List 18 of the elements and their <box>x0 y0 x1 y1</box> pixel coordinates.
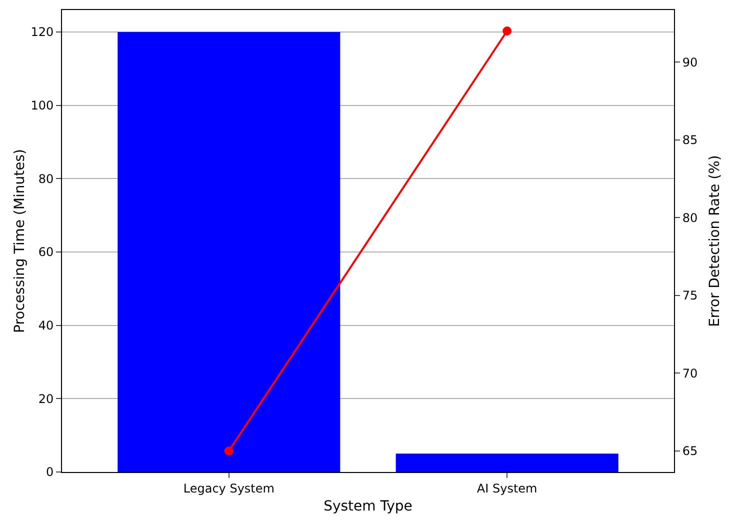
y2-tick-label: 90 <box>682 55 698 70</box>
y-tick-label: 120 <box>30 25 54 40</box>
y-tick-label: 0 <box>46 465 54 480</box>
y-axis-title: Processing Time (Minutes) <box>12 149 28 333</box>
x-tick-label: AI System <box>476 481 538 496</box>
y-tick-label: 80 <box>38 172 54 186</box>
y2-axis-title: Error Detection Rate (%) <box>707 155 723 327</box>
y-tick-label: 100 <box>30 98 54 113</box>
y2-tick-label: 65 <box>682 444 698 458</box>
x-tick-label: Legacy System <box>183 481 274 496</box>
x-axis-title: System Type <box>324 498 412 515</box>
y-tick-label: 20 <box>38 392 54 406</box>
y-tick-label: 40 <box>38 318 54 333</box>
y2-tick-label: 85 <box>682 133 698 148</box>
y2-tick-label: 70 <box>682 366 698 380</box>
y-tick-label: 60 <box>38 245 54 260</box>
y2-tick-label: 75 <box>682 288 698 303</box>
y2-tick-label: 80 <box>682 210 698 225</box>
